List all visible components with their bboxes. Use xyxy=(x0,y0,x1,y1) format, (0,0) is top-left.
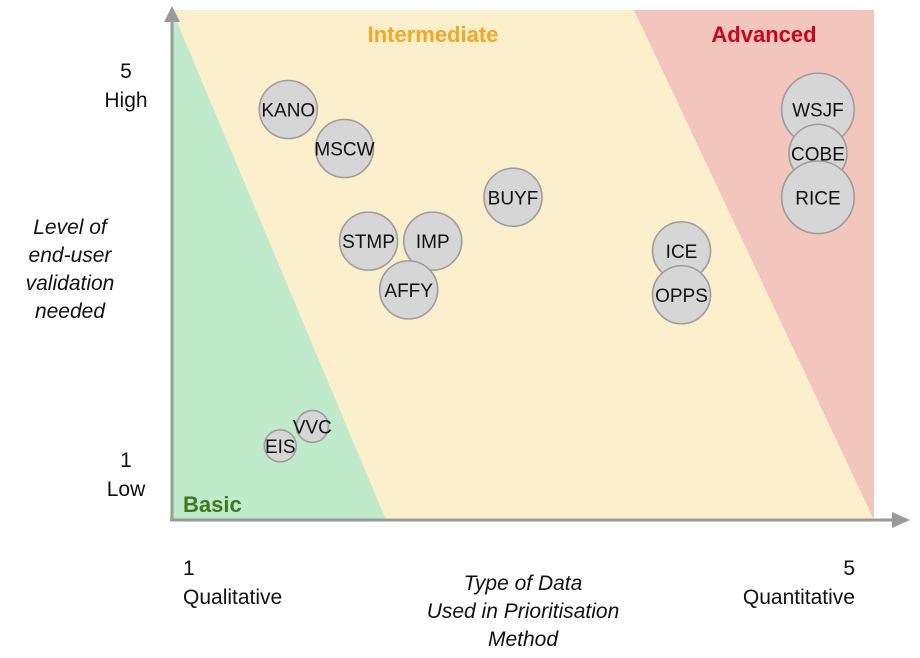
bubble-kano: KANO xyxy=(258,79,319,140)
y-axis-title-line-1: Level of xyxy=(33,216,109,239)
bubble-label: AFFY xyxy=(384,281,433,302)
zone-title-intermediate: Intermediate xyxy=(368,22,499,47)
bubble-opps: OPPS xyxy=(651,264,712,325)
bubble-label: OPPS xyxy=(655,286,708,307)
bubble-layer: KANO MSCW BUYF STMP IMP AFFY ICE OPPS WSJF COBE RI… xyxy=(258,72,856,463)
bubble-buyf: BUYF xyxy=(483,167,543,228)
x-axis-title-line-3: Method xyxy=(488,628,559,651)
bubble-circle xyxy=(263,429,298,463)
y-axis-title-line-4: needed xyxy=(35,300,106,323)
bubble-vvc: VVC xyxy=(293,409,332,444)
zone-basic xyxy=(172,10,386,520)
x-axis-arrow xyxy=(892,512,910,528)
bubble-circle xyxy=(483,167,543,228)
bubble-stmp: STMP xyxy=(338,211,399,271)
bubble-label: EIS xyxy=(265,437,296,458)
bubble-label: IMP xyxy=(416,232,450,253)
x-axis-title-line-1: Type of Data xyxy=(464,572,583,595)
x-tick-quantitative-label: Quantitative xyxy=(743,586,855,609)
zone-title-advanced: Advanced xyxy=(711,22,816,47)
y-tick-high-label: High xyxy=(104,89,147,112)
x-tick-qualitative-value: 1 xyxy=(183,557,195,580)
y-axis-title-line-3: validation xyxy=(26,272,115,295)
y-axis-arrow xyxy=(164,6,180,22)
y-axis-title-line-2: end-user xyxy=(29,244,113,267)
bubble-label: ICE xyxy=(666,242,698,263)
y-tick-low-value: 1 xyxy=(120,449,132,472)
bubble-circle xyxy=(651,264,712,325)
x-tick-qualitative-label: Qualitative xyxy=(183,586,282,609)
bubble-circle xyxy=(314,118,375,179)
bubble-circle xyxy=(295,409,330,444)
bubble-label: KANO xyxy=(261,101,315,122)
x-axis-title-line-2: Used in Prioritisation xyxy=(427,600,620,623)
bubble-wsjf: WSJF xyxy=(780,72,856,147)
bubble-affy: AFFY xyxy=(378,260,439,320)
bubble-rice: RICE xyxy=(780,160,856,235)
zone-title-basic: Basic xyxy=(183,492,242,517)
x-tick-quantitative-value: 5 xyxy=(843,557,855,580)
bubble-label: MSCW xyxy=(314,140,374,161)
bubble-circle xyxy=(402,211,463,271)
bubble-label: BUYF xyxy=(488,188,539,209)
bubble-circle xyxy=(780,160,856,235)
bubble-imp: IMP xyxy=(402,211,463,271)
bubble-circle xyxy=(258,79,319,140)
bubble-mscw: MSCW xyxy=(314,118,375,179)
bubble-label: COBE xyxy=(791,144,845,165)
bubble-label: WSJF xyxy=(792,101,844,122)
bubble-circle xyxy=(378,260,439,320)
bubble-label: STMP xyxy=(342,232,395,253)
bubble-label: RICE xyxy=(795,188,840,209)
bubble-label: VVC xyxy=(293,417,332,438)
y-tick-low-label: Low xyxy=(107,478,146,501)
y-tick-high-value: 5 xyxy=(120,60,132,83)
bubble-circle xyxy=(338,211,399,271)
bubble-eis: EIS xyxy=(263,429,298,463)
